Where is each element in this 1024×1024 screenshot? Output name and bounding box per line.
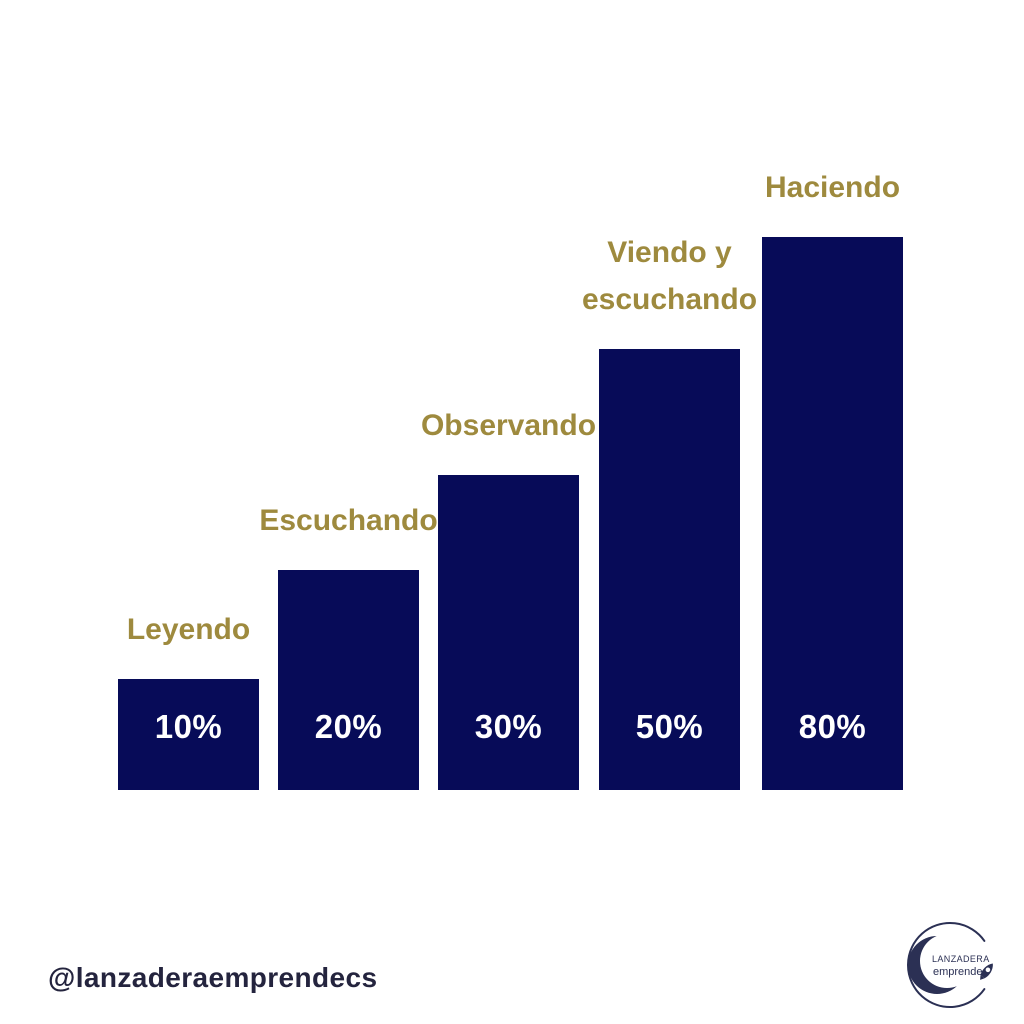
- category-label: Haciendo: [764, 171, 901, 204]
- value-label: 20%: [314, 708, 383, 745]
- bar: 30%: [438, 475, 579, 790]
- value-label: 80%: [798, 708, 867, 745]
- value-label: 30%: [474, 708, 543, 745]
- category-label: Viendo y escuchando: [581, 236, 758, 316]
- category-label: Leyendo: [126, 613, 251, 646]
- category-label: Observando: [420, 409, 597, 442]
- rocket-icon: [980, 963, 993, 980]
- lanzadera-emprende-logo: LANZADERA emprende: [907, 922, 993, 1008]
- logo-wordmark: LANZADERA: [932, 954, 990, 964]
- value-label: 50%: [635, 708, 704, 745]
- value-label: 10%: [154, 708, 223, 745]
- category-label: Escuchando: [259, 504, 438, 537]
- bar: 10%: [118, 679, 259, 790]
- bar: 80%: [762, 237, 903, 790]
- bar: 50%: [599, 349, 740, 790]
- crescent-moon-icon: [908, 936, 966, 994]
- logo-wordmark-sub: emprende: [933, 966, 983, 978]
- social-handle: @lanzaderaemprendecs: [48, 962, 378, 993]
- bar: 20%: [278, 570, 419, 790]
